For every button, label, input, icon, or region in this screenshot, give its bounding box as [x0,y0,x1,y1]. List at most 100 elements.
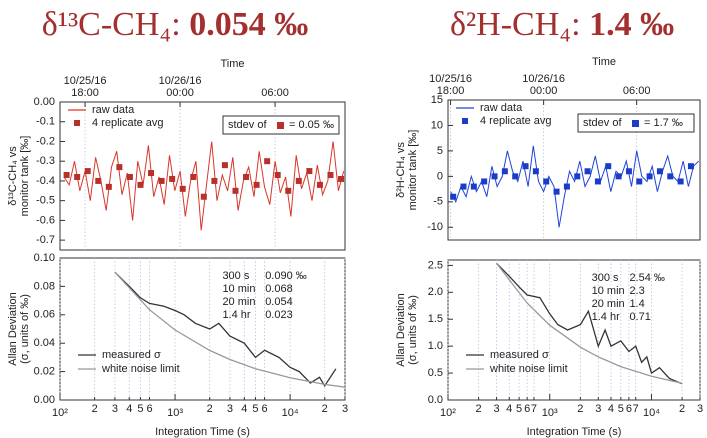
x-tick-label: 10² [440,407,456,419]
marker [470,183,477,190]
y-tick-label: 0.0 [428,394,443,406]
annotation: 10 min [222,283,255,295]
annotation: 300 s [222,270,249,282]
y-tick-label: -0.6 [36,214,55,226]
x-tick-label: 4 [506,403,512,415]
x-tick-label: 2 [476,403,482,415]
x-axis-label: Integration Time (s) [527,426,622,438]
marker [501,168,508,175]
x-tick-label: 10² [52,407,68,419]
y-tick-label: 10 [431,119,443,131]
marker [481,178,488,185]
x-tick-label: 4 [126,403,132,415]
marker [84,168,91,175]
title: δ²H-CH₄: 1.4 ‰ [450,6,674,44]
annotation: 20 min [222,296,255,308]
annotation-swatch [277,122,284,129]
marker [687,163,694,170]
annotation: 0.068 [265,283,293,295]
x-axis-label: Time [592,56,616,68]
y-axis-label: monitor tank [‰] [19,136,31,217]
x-tick-label: 2 [679,403,685,415]
marker [116,164,123,171]
marker [243,173,250,180]
y-axis-label: monitor tank [‰] [407,130,419,211]
annotation-swatch [632,120,639,127]
x-tick-label: 3 [112,403,118,415]
marker [158,177,165,184]
y-tick-label: 2.5 [428,259,443,271]
y-tick-label: 2.0 [428,286,443,298]
y-tick-label: 1.5 [428,313,443,325]
x-tick-label: 2 [207,403,213,415]
marker [232,187,239,194]
x-tick-label: 6 [524,403,530,415]
title-text: δ²H-CH₄: [449,6,581,43]
title-text: δ¹³C-CH₄: [41,6,181,43]
annotation: stdev of [583,117,622,129]
annotation: 1.4 hr [222,309,250,321]
marker [179,185,186,192]
x-tick-label: 3 [227,403,233,415]
annotation: 1.4 hr [592,311,620,323]
x-tick-label: 10³ [542,407,558,419]
series-line [114,271,346,388]
marker [327,172,334,179]
x-tick-label: 06:00 [622,85,651,97]
y-axis-label: Allan Deviation [395,293,407,366]
marker [594,178,601,185]
x-tick-label: 2 [322,403,328,415]
series-line [114,271,337,388]
x-tick-label: 4 [241,403,247,415]
legend-label: 4 replicate avg [92,117,164,129]
marker [105,183,112,190]
x-tick-label: 5 [516,403,522,415]
x-tick-label: 06:00 [261,87,289,99]
legend-swatch [462,118,468,124]
y-tick-label: -0.2 [36,135,55,147]
plot-frame [59,101,346,251]
x-tick-label: 10⁴ [282,407,299,419]
marker [200,193,207,200]
x-tick-label: 3 [697,403,703,415]
y-tick-label: 5 [437,145,443,157]
marker [625,168,632,175]
y-axis-label: (σ, units of ‰) [407,295,419,365]
x-tick-label: 10/26/16 00:00 [158,75,202,99]
marker [169,175,176,182]
marker [137,181,144,188]
y-tick-label: 1.0 [428,340,443,352]
x-tick-label: 3 [595,403,601,415]
marker [677,178,684,185]
x-tick-label: 5 [252,403,258,415]
x-tick-label: 3 [493,403,499,415]
marker [646,173,653,180]
annotation: 2.54 ‰ [629,272,664,284]
x-axis-label: Integration Time (s) [155,426,250,438]
title-value: 1.4 ‰ [589,6,675,43]
y-tick-label: -0.5 [36,195,55,207]
series-line [63,141,345,231]
x-tick-label: 10/26/16 00:00 [522,73,566,97]
annotation: stdev of [228,119,267,131]
y-tick-label: -5 [433,196,443,208]
marker [306,168,313,175]
legend-label: measured σ [102,349,161,361]
x-tick-label: 2 [92,403,98,415]
marker [338,175,345,182]
y-tick-label: 0 [437,170,443,182]
marker [605,163,612,170]
y-tick-label: -0.7 [36,234,55,246]
title: δ¹³C-CH₄: 0.054 ‰ [42,6,308,44]
marker [667,173,674,180]
y-tick-label: -0.4 [36,175,55,187]
y-tick-label: 0.10 [34,252,55,264]
y-axis-label: δ²H-CH₄ vs [395,142,407,198]
annotation: = 0.05 ‰ [289,119,334,131]
y-tick-label: 0.06 [34,309,55,321]
marker [450,193,457,200]
marker [460,183,467,190]
marker [574,173,581,180]
